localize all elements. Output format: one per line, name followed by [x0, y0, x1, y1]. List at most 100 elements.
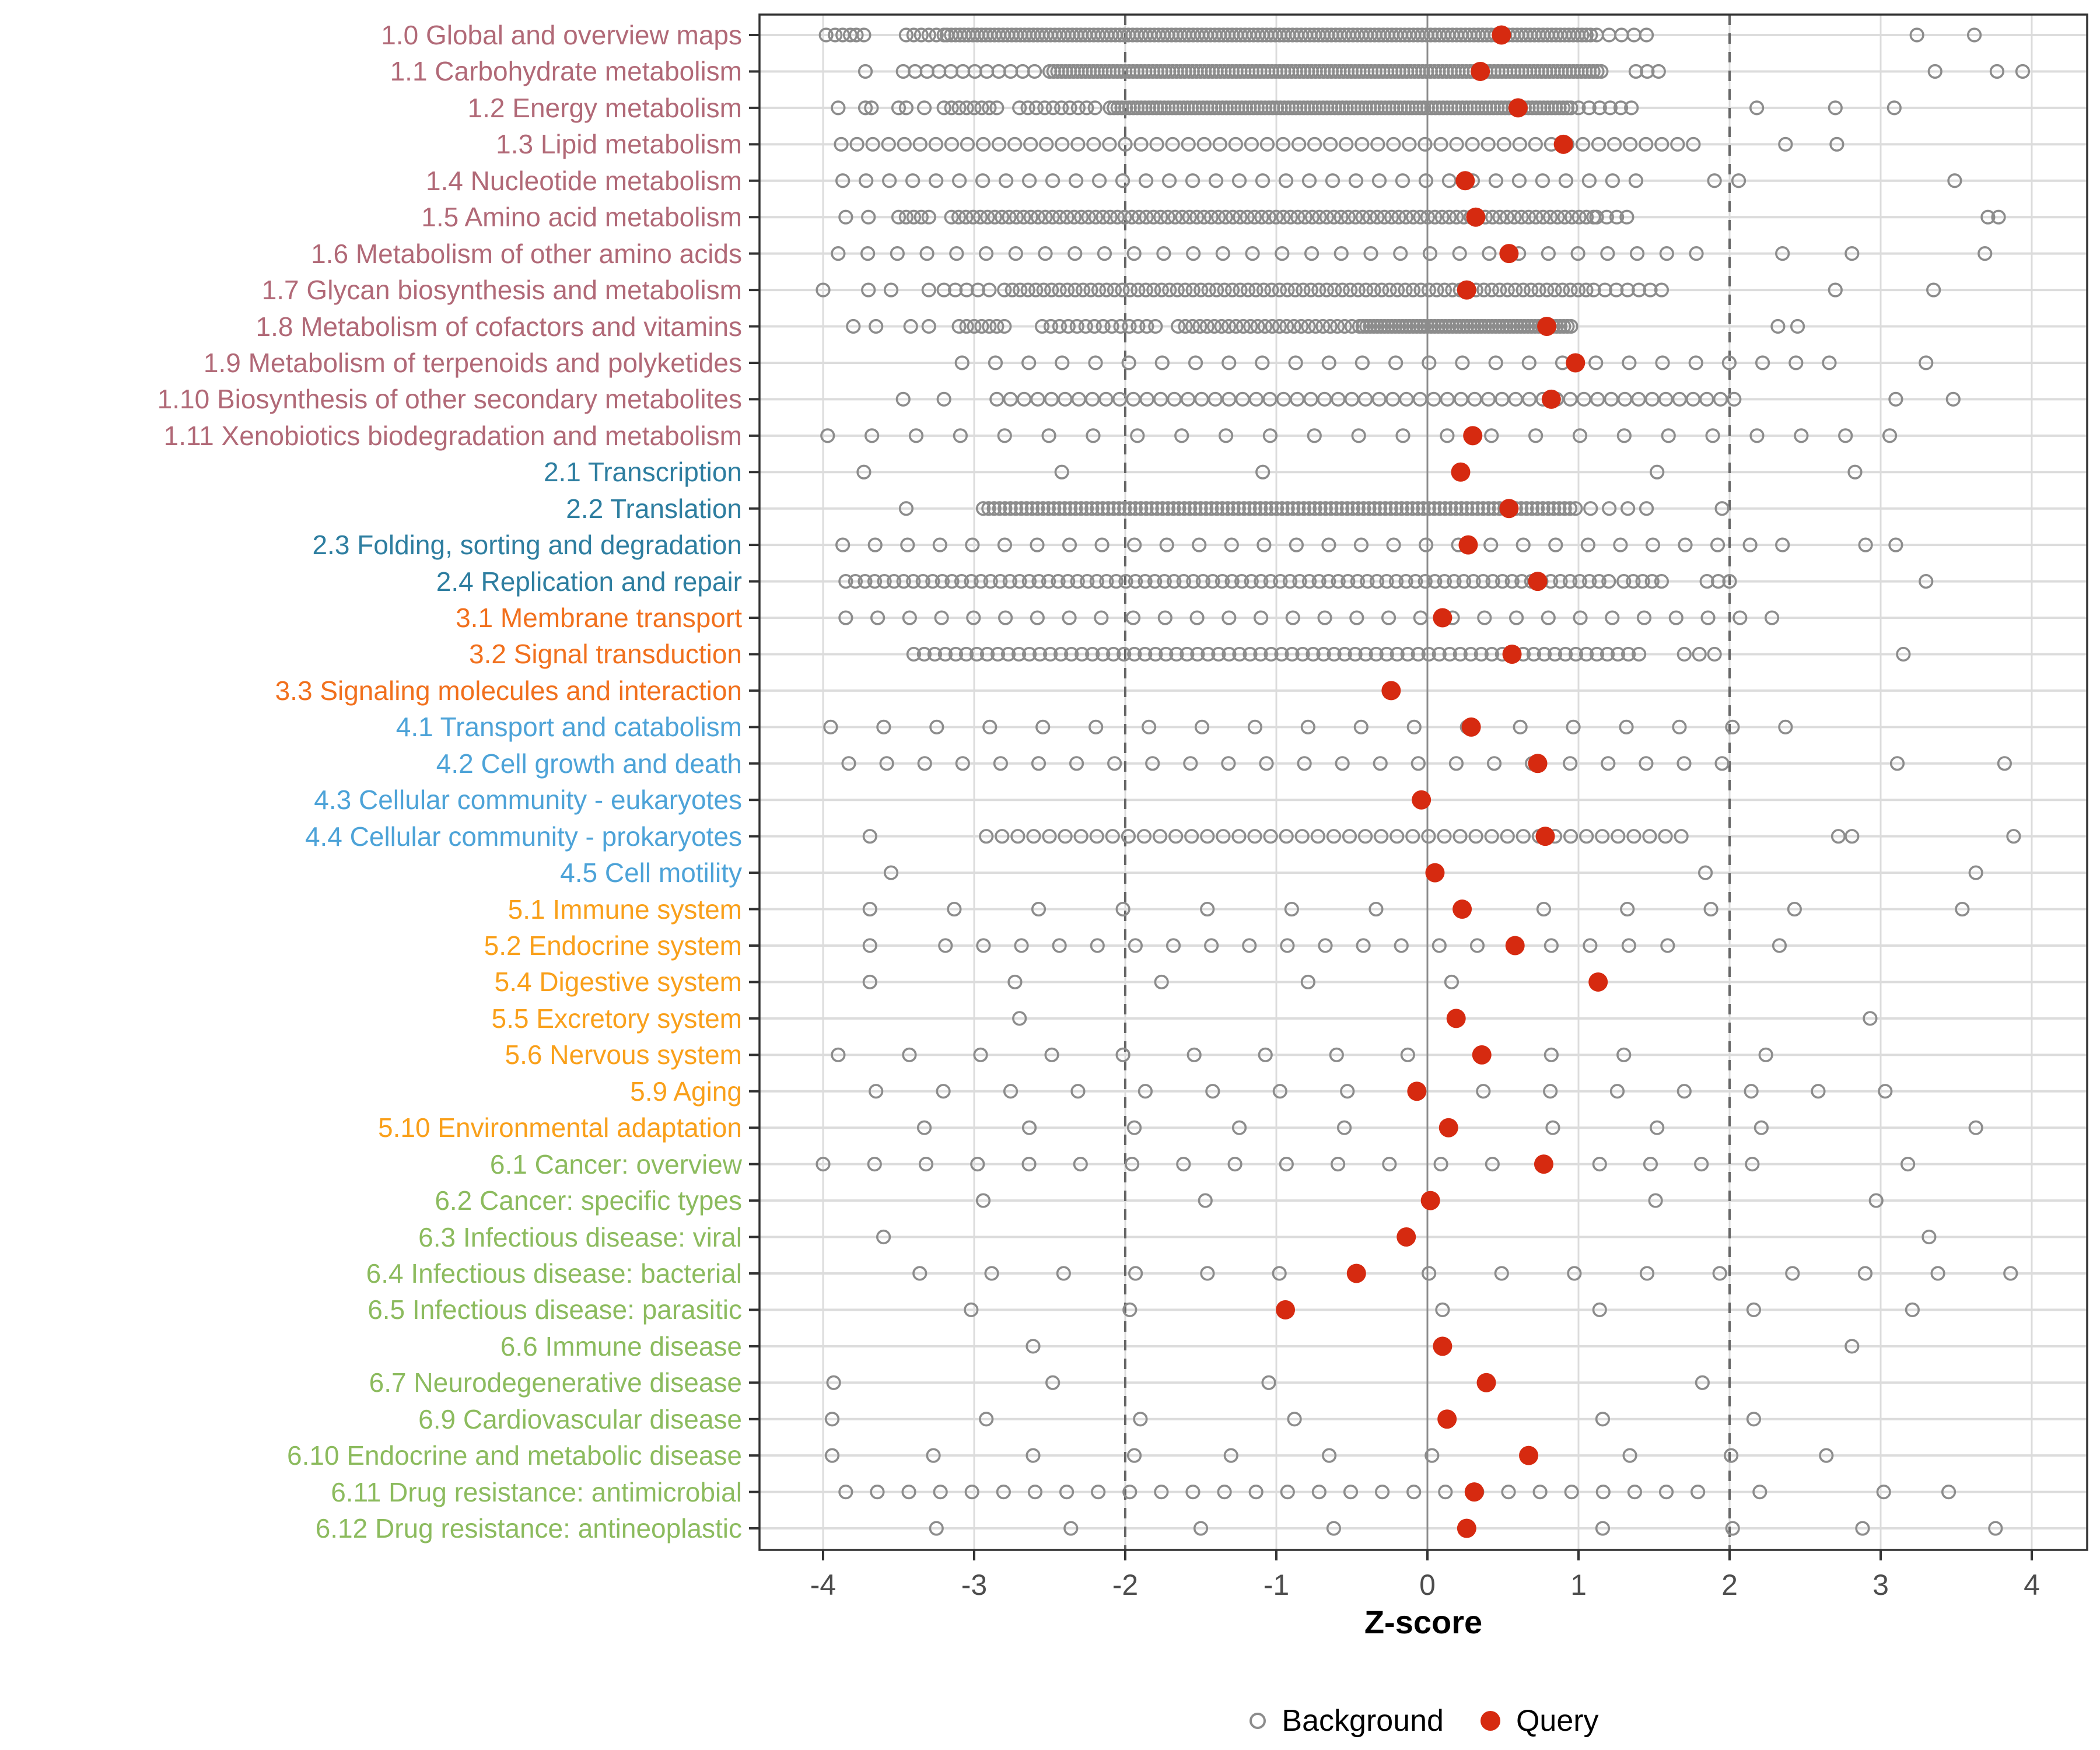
background-point [1247, 719, 1263, 734]
background-point [1218, 209, 1233, 225]
background-point [1845, 1339, 1860, 1354]
background-point [1071, 391, 1086, 407]
background-point [835, 537, 850, 552]
legend-label-background: Background [1282, 1704, 1444, 1738]
background-point [1256, 537, 1272, 552]
background-point [1543, 209, 1558, 225]
background-point [1193, 1521, 1209, 1536]
background-point [1224, 573, 1240, 589]
y-axis-label: 1.4 Nucleotide metabolism [425, 165, 742, 196]
background-point [1335, 756, 1350, 771]
background-point [912, 136, 928, 152]
background-point [1601, 573, 1616, 589]
background-point [1032, 646, 1048, 662]
background-point [1421, 501, 1436, 516]
background-point [1390, 282, 1405, 298]
background-point [1475, 501, 1491, 516]
background-point [1650, 464, 1665, 480]
background-point [975, 1193, 991, 1208]
background-point [1021, 355, 1037, 370]
y-axis-label: 1.1 Carbohydrate metabolism [390, 56, 742, 87]
background-point [1154, 355, 1170, 370]
background-point [1501, 1485, 1516, 1500]
background-point [1280, 938, 1295, 953]
background-point [1570, 282, 1586, 298]
query-point [1508, 98, 1528, 118]
background-point [1703, 901, 1718, 917]
background-point [1138, 173, 1154, 188]
background-point [1772, 938, 1787, 953]
background-point [921, 282, 936, 298]
background-point [926, 1448, 941, 1463]
background-point [862, 974, 877, 990]
background-point [1626, 573, 1641, 589]
background-point [1845, 246, 1860, 261]
background-point [1003, 391, 1018, 407]
background-point [1304, 246, 1320, 261]
background-point [1778, 136, 1793, 152]
background-point [1002, 573, 1017, 589]
background-point [1828, 100, 1843, 116]
background-point [1589, 646, 1605, 662]
background-point [1616, 428, 1632, 443]
background-point [1126, 1120, 1142, 1135]
background-point [1592, 100, 1607, 116]
background-point [1526, 646, 1542, 662]
background-point [916, 1120, 932, 1135]
background-point [1552, 501, 1567, 516]
background-point [1919, 573, 1934, 589]
y-axis-label: 6.10 Endocrine and metabolic disease [287, 1440, 742, 1471]
background-point [1340, 501, 1355, 516]
background-point [1405, 282, 1421, 298]
background-point [1611, 829, 1626, 844]
background-point [1283, 209, 1298, 225]
background-point [1254, 573, 1269, 589]
background-point [1590, 64, 1605, 79]
background-point [1896, 646, 1911, 662]
y-axis-label: 1.7 Glycan biosynthesis and metabolism [261, 275, 742, 306]
background-point [1469, 938, 1485, 953]
background-point [1247, 209, 1262, 225]
background-point [1690, 1485, 1706, 1500]
background-point [1291, 136, 1307, 152]
background-point [1578, 282, 1594, 298]
background-point [1157, 573, 1172, 589]
background-point [1128, 938, 1143, 953]
background-point [1484, 282, 1499, 298]
background-point [1231, 829, 1247, 844]
background-point [1595, 1485, 1611, 1500]
background-point [1045, 173, 1060, 188]
query-point [1464, 1482, 1484, 1502]
query-point [1535, 827, 1555, 846]
background-point [1746, 1412, 1762, 1427]
query-point [1492, 25, 1511, 45]
y-axis-label: 4.4 Cellular community - prokaryotes [304, 821, 742, 852]
background-point [992, 501, 1007, 516]
background-point [1285, 501, 1301, 516]
background-point [951, 318, 967, 334]
background-point [1507, 209, 1522, 225]
background-point [1661, 428, 1676, 443]
background-point [818, 27, 834, 43]
background-point [944, 209, 959, 225]
background-point [1008, 246, 1023, 261]
query-point [1566, 353, 1586, 373]
background-point [1205, 1084, 1220, 1099]
background-point [1350, 501, 1366, 516]
query-point [1381, 681, 1401, 701]
y-axis-label: 6.7 Neurodegenerative disease [369, 1367, 742, 1398]
background-point [1017, 391, 1032, 407]
background-point [895, 391, 911, 407]
background-point [1636, 610, 1652, 625]
query-point [1534, 1154, 1553, 1174]
background-point [1014, 938, 1029, 953]
background-point [1605, 173, 1620, 188]
y-axis-label: 1.3 Lipid metabolism [496, 129, 742, 160]
background-point [1171, 318, 1186, 334]
background-point [988, 355, 1003, 370]
y-axis-label: 6.4 Infectious disease: bacterial [366, 1258, 742, 1289]
y-axis-label: 4.3 Cellular community - eukaryotes [314, 785, 742, 816]
background-point [1519, 501, 1534, 516]
background-point [1449, 136, 1464, 152]
